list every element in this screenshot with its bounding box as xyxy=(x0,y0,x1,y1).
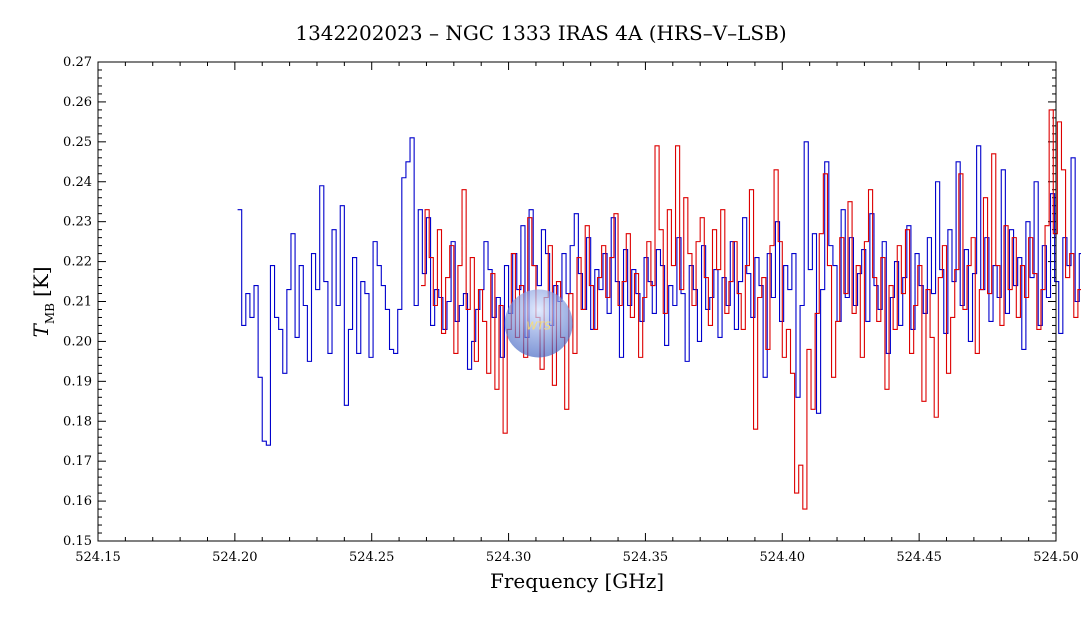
y-tick-label: 0.27 xyxy=(63,55,92,70)
y-tick-label: 0.22 xyxy=(63,255,92,270)
x-axis-label: Frequency [GHz] xyxy=(490,569,664,593)
series-line-1 xyxy=(237,137,1081,446)
y-tick-label: 0.21 xyxy=(63,295,92,310)
y-axis-label-unit: [K] xyxy=(29,267,53,298)
y-tick-label: 0.17 xyxy=(63,454,92,469)
y-axis-label: TMB [K] xyxy=(29,267,57,338)
y-tick-label: 0.15 xyxy=(63,534,92,549)
svg-text:TMB[K]: TMB [K] xyxy=(29,267,57,338)
y-tick-label: 0.20 xyxy=(63,334,92,349)
x-tick-label: 524.15 xyxy=(75,550,121,565)
series-layer xyxy=(237,109,1081,510)
x-tick-label: 524.35 xyxy=(623,550,669,565)
y-axis-label-sub: MB xyxy=(43,303,57,324)
y-tick-label: 0.16 xyxy=(63,494,92,509)
x-tick-label: 524.30 xyxy=(486,550,532,565)
series-line-2 xyxy=(420,109,1081,510)
y-tick-label: 0.24 xyxy=(63,175,92,190)
x-tick-label: 524.50 xyxy=(1033,550,1079,565)
plot-frame xyxy=(97,61,1057,542)
watermark-sphere xyxy=(504,289,573,358)
watermark-text: WTS xyxy=(526,319,551,332)
y-axis-label-main: T xyxy=(29,323,53,338)
axes-layer: 524.15 524.20 524.25 524.30 524.35 524.40 524.… xyxy=(63,55,1079,565)
y-tick-label: 0.25 xyxy=(63,135,92,150)
x-tick-label: 524.45 xyxy=(896,550,942,565)
x-tick-label: 524.20 xyxy=(212,550,258,565)
y-tick-label: 0.23 xyxy=(63,215,92,230)
y-tick-label: 0.18 xyxy=(63,414,92,429)
y-tick-label: 0.19 xyxy=(63,374,92,389)
chart-title: 1342202023 – NGC 1333 IRAS 4A (HRS–V–LSB… xyxy=(295,21,786,45)
x-tick-label: 524.25 xyxy=(349,550,395,565)
y-tick-label: 0.26 xyxy=(63,95,92,110)
x-tick-label: 524.40 xyxy=(760,550,806,565)
watermark: WTS xyxy=(504,289,573,358)
